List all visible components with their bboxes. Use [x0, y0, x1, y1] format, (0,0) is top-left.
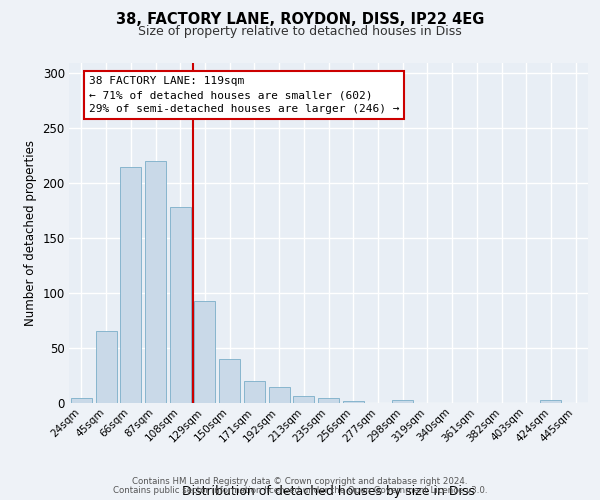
Text: 38, FACTORY LANE, ROYDON, DISS, IP22 4EG: 38, FACTORY LANE, ROYDON, DISS, IP22 4EG — [116, 12, 484, 28]
Bar — [541, 400, 562, 402]
Text: Size of property relative to detached houses in Diss: Size of property relative to detached ho… — [138, 25, 462, 38]
Text: Contains HM Land Registry data © Crown copyright and database right 2024.: Contains HM Land Registry data © Crown c… — [132, 477, 468, 486]
Bar — [244, 380, 265, 402]
Bar — [71, 398, 92, 402]
Bar — [219, 358, 240, 403]
Bar — [95, 331, 116, 402]
Text: 38 FACTORY LANE: 119sqm
← 71% of detached houses are smaller (602)
29% of semi-d: 38 FACTORY LANE: 119sqm ← 71% of detache… — [89, 76, 399, 114]
Text: Contains public sector information licensed under the Open Government Licence v3: Contains public sector information licen… — [113, 486, 487, 495]
Bar — [392, 400, 413, 402]
Bar — [170, 208, 191, 402]
Bar — [145, 161, 166, 402]
Bar — [194, 300, 215, 402]
Bar — [293, 396, 314, 402]
Y-axis label: Number of detached properties: Number of detached properties — [24, 140, 37, 326]
X-axis label: Distribution of detached houses by size in Diss: Distribution of detached houses by size … — [182, 485, 475, 498]
Bar — [269, 387, 290, 402]
Bar — [318, 398, 339, 402]
Bar — [120, 166, 141, 402]
